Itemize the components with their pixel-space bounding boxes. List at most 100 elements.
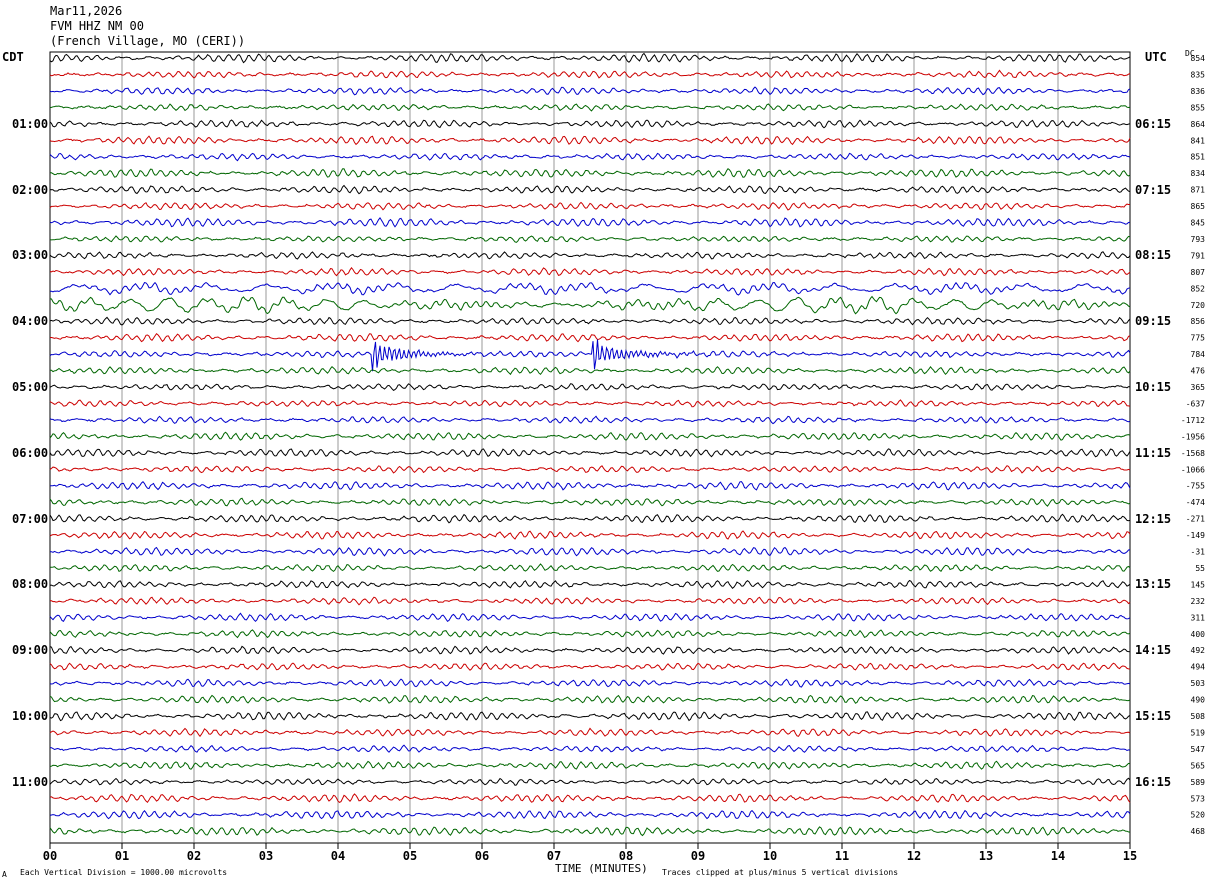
dc-offset-value: 835 [1191, 70, 1206, 79]
trace-line [49, 678, 1131, 688]
right-hour-label: 12:15 [1135, 511, 1172, 526]
trace-line [49, 826, 1131, 837]
dc-offset-value: 720 [1191, 301, 1206, 310]
trace-line [49, 612, 1131, 623]
dc-offset-value: 854 [1191, 54, 1206, 63]
right-hour-label: 07:15 [1135, 182, 1172, 197]
x-tick-label: 01 [115, 849, 129, 863]
dc-offset-value: 851 [1191, 153, 1206, 162]
dc-offset-value: 855 [1191, 103, 1206, 112]
dc-header-label: DC [1185, 49, 1195, 58]
right-hour-label: 14:15 [1135, 643, 1172, 658]
dc-offset-value: 311 [1191, 613, 1206, 622]
dc-offset-value: 834 [1191, 169, 1206, 178]
trace-line [49, 135, 1131, 146]
trace-line [49, 266, 1131, 277]
dc-offset-value: -1066 [1181, 465, 1205, 474]
dc-offset-value: 492 [1191, 646, 1206, 655]
right-hour-label: 15:15 [1135, 709, 1172, 723]
x-tick-label: 08 [619, 849, 633, 863]
trace-line [49, 415, 1131, 425]
dc-offset-value: 791 [1191, 251, 1206, 260]
dc-offset-value: 365 [1191, 383, 1206, 392]
dc-offset-value: 871 [1191, 186, 1206, 195]
x-tick-label: 06 [475, 849, 489, 863]
right-timezone-label: UTC [1145, 50, 1167, 64]
dc-offset-value: -149 [1186, 531, 1205, 540]
dc-offset-value: 547 [1191, 745, 1206, 754]
x-tick-label: 03 [259, 849, 273, 863]
left-hour-label: 08:00 [12, 577, 49, 592]
dc-offset-value: 573 [1191, 794, 1206, 803]
minute-grid [49, 51, 1131, 844]
trace-line [49, 86, 1131, 96]
dc-offset-value: 490 [1191, 696, 1206, 705]
trace-line [50, 365, 1131, 376]
x-tick-label: 09 [691, 849, 705, 863]
trace-line [49, 295, 1131, 315]
trace-line [49, 711, 1131, 722]
trace-line [49, 281, 1131, 296]
x-axis-ticks: 00 01 02 03 04 05 06 07 08 09 10 11 12 13 14 15 [43, 843, 1137, 863]
dc-offset-value: 845 [1191, 219, 1206, 228]
dc-offset-value: 520 [1191, 811, 1206, 820]
left-hour-label: 03:00 [12, 248, 49, 263]
dc-offset-value: 519 [1191, 728, 1206, 737]
trace-line [49, 316, 1131, 326]
trace-line [49, 530, 1131, 540]
clip-note: Traces clipped at plus/minus 5 vertical … [662, 868, 899, 877]
dc-offset-value: 841 [1191, 136, 1206, 145]
trace-line [49, 69, 1131, 79]
trace-line [49, 645, 1131, 655]
left-hour-label: 10:00 [12, 709, 49, 723]
trace-line [49, 339, 1131, 372]
left-hour-label: 02:00 [12, 182, 49, 197]
x-tick-label: 00 [43, 849, 57, 863]
x-tick-label: 07 [547, 849, 561, 863]
trace-line [50, 332, 1131, 343]
dc-offset-value: 476 [1191, 367, 1206, 376]
left-hour-label: 04:00 [12, 314, 49, 329]
seismic-traces [49, 52, 1131, 837]
x-tick-label: 10 [763, 849, 777, 863]
x-tick-label: 02 [187, 849, 201, 863]
dc-offset-value: 775 [1191, 334, 1206, 343]
dc-offset-value: 836 [1191, 87, 1206, 96]
dc-offset-value: -637 [1186, 399, 1205, 408]
trace-line [49, 694, 1131, 704]
trace-line [50, 546, 1131, 557]
dc-offset-value: 865 [1191, 202, 1206, 211]
trace-line [49, 480, 1131, 491]
dc-offset-value: 856 [1191, 317, 1206, 326]
dc-offset-value: 494 [1191, 663, 1206, 672]
left-hour-label: 05:00 [12, 380, 49, 394]
scale-note: Each Vertical Division = 1000.00 microvo… [20, 868, 228, 877]
dc-offset-value: 503 [1191, 679, 1206, 688]
station-code: FVM HHZ NM 00 [50, 19, 144, 33]
right-hour-label: 09:15 [1135, 314, 1172, 329]
right-hour-label: 13:15 [1135, 577, 1172, 592]
dc-offset-value: -1956 [1181, 432, 1205, 441]
right-hour-label: 16:15 [1135, 774, 1172, 789]
trace-line [49, 448, 1131, 458]
trace-line [49, 662, 1131, 671]
corner-mark: A [2, 870, 7, 879]
dc-offset-value: 145 [1191, 580, 1206, 589]
trace-line [49, 760, 1131, 771]
trace-line [49, 152, 1131, 162]
trace-line [49, 777, 1131, 786]
dc-offset-value: 232 [1191, 597, 1206, 606]
x-axis-title: TIME (MINUTES) [555, 862, 648, 875]
x-tick-label: 04 [331, 849, 345, 863]
dc-offset-value: 784 [1191, 350, 1206, 359]
dc-offset-value: 864 [1191, 120, 1206, 129]
trace-line [49, 744, 1131, 753]
trace-line [49, 727, 1131, 738]
left-hour-label: 01:00 [12, 116, 49, 131]
trace-line [49, 513, 1131, 524]
x-tick-label: 15 [1123, 849, 1137, 863]
dc-offset-value: -474 [1186, 498, 1205, 507]
x-tick-label: 12 [907, 849, 921, 863]
plot-date: Mar11,2026 [50, 4, 123, 18]
